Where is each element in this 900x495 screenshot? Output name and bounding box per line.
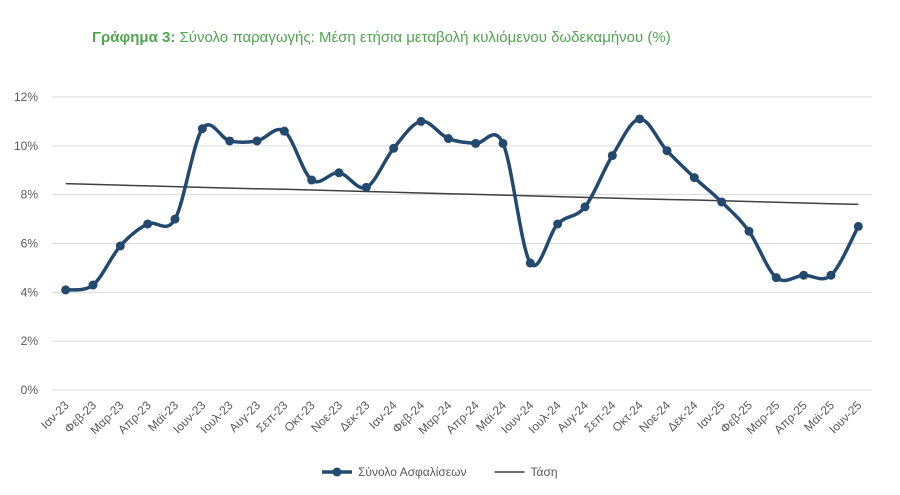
point <box>771 273 781 283</box>
point <box>635 114 645 124</box>
series-line <box>65 182 859 206</box>
point <box>197 124 207 134</box>
point <box>580 202 590 212</box>
point <box>826 270 836 280</box>
chart-title: Γράφημα 3: Σύνολο παραγωγής: Μέση ετήσια… <box>92 29 671 46</box>
point <box>143 219 153 229</box>
x-tick-label: Δεκ-24 <box>665 398 701 434</box>
y-tick-label: 2% <box>21 334 39 348</box>
point <box>389 143 399 153</box>
point <box>252 136 262 146</box>
point <box>553 219 563 229</box>
point <box>361 182 371 192</box>
point <box>607 151 617 161</box>
y-tick-label: 0% <box>21 383 39 397</box>
point <box>307 175 317 185</box>
point <box>279 126 289 136</box>
y-tick-label: 8% <box>21 188 39 202</box>
point <box>744 226 754 236</box>
point <box>717 197 727 207</box>
point <box>853 221 863 231</box>
y-tick-label: 10% <box>14 139 38 153</box>
point <box>662 146 672 156</box>
point <box>61 285 71 295</box>
legend-marker <box>332 467 342 477</box>
point <box>799 270 809 280</box>
point <box>170 214 180 224</box>
point <box>334 168 344 178</box>
legend-label: Τάση <box>531 465 558 479</box>
legend-label: Σύνολο Ασφαλίσεων <box>358 465 467 479</box>
point <box>225 136 235 146</box>
point <box>88 280 98 290</box>
point <box>416 116 426 126</box>
point <box>443 134 453 144</box>
point <box>471 138 481 148</box>
y-tick-label: 4% <box>21 285 39 299</box>
point <box>498 138 508 148</box>
point <box>115 241 125 251</box>
y-tick-label: 6% <box>21 237 39 251</box>
x-tick-label: Νοε-24 <box>636 398 673 435</box>
y-tick-label: 12% <box>14 90 38 104</box>
x-tick-label: Δεκ-23 <box>337 398 373 434</box>
point <box>525 258 535 268</box>
title-text: Σύνολο παραγωγής: Μέση ετήσια μεταβολή κ… <box>180 29 671 46</box>
x-tick-label: Νοε-23 <box>308 398 345 435</box>
title-label: Γράφημα 3: <box>92 29 175 46</box>
point <box>689 173 699 183</box>
series-line <box>65 117 860 292</box>
